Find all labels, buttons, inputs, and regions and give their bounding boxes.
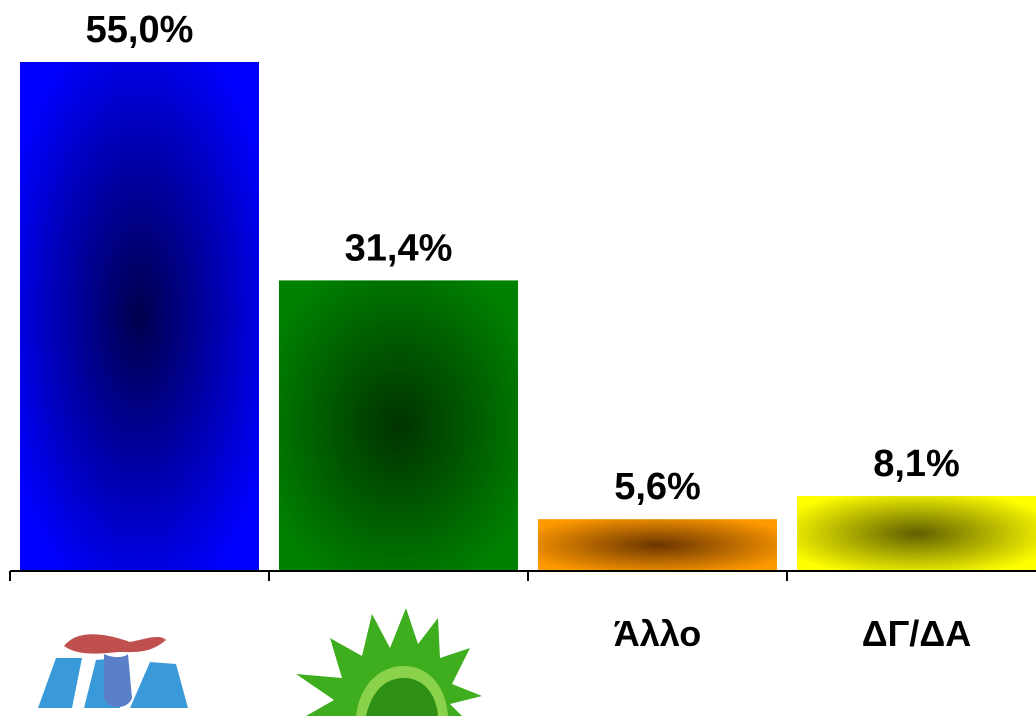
category-label-2: Άλλο	[614, 613, 702, 654]
nd-party-logo-icon	[38, 634, 188, 708]
x-axis	[9, 570, 1036, 581]
category-icons-group	[38, 608, 482, 716]
value-label-2: 5,6%	[614, 466, 701, 508]
value-label-1: 31,4%	[345, 227, 453, 269]
category-label-3: ΔΓ/ΔΑ	[862, 613, 971, 654]
bars-group	[20, 62, 1036, 571]
bar-2	[538, 519, 777, 571]
bar-0	[20, 62, 259, 571]
bar-1	[279, 280, 518, 571]
value-label-3: 8,1%	[873, 443, 960, 485]
value-labels-group: 55,0% 31,4% 5,6% 8,1%	[86, 9, 960, 508]
value-label-0: 55,0%	[86, 9, 194, 51]
category-labels-group: Άλλο ΔΓ/ΔΑ	[614, 613, 971, 654]
bar-3	[797, 496, 1036, 571]
pasok-sun-logo-icon	[296, 608, 482, 716]
